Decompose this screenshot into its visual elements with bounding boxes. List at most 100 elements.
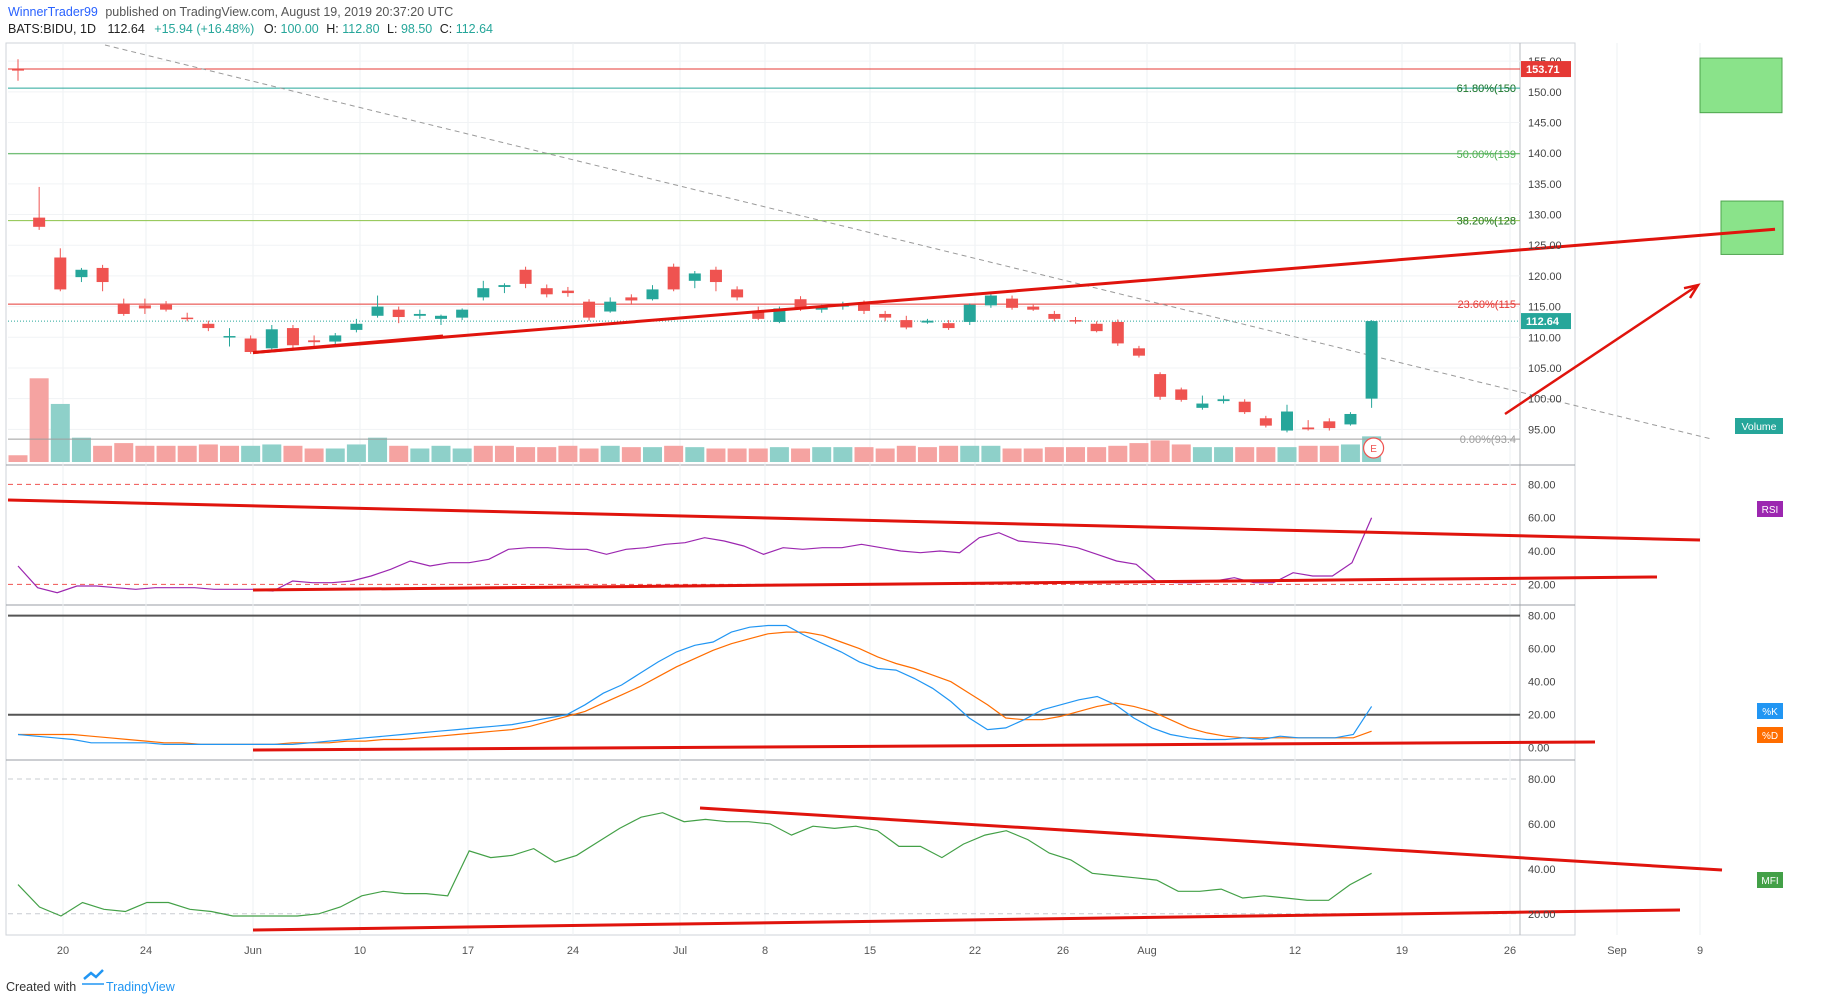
price-axis-tick: 150.00 bbox=[1528, 87, 1562, 99]
candle[interactable] bbox=[308, 335, 321, 347]
candle[interactable] bbox=[1154, 372, 1167, 400]
candle-body bbox=[181, 317, 194, 320]
candle[interactable] bbox=[54, 248, 67, 292]
candle[interactable] bbox=[1365, 320, 1378, 408]
candle-body bbox=[604, 301, 617, 312]
volume-bar bbox=[1214, 447, 1234, 462]
tradingview-brand[interactable]: TradingView bbox=[106, 980, 176, 994]
rsi-pane[interactable] bbox=[7, 483, 1701, 594]
osc-axis-tick: 60.00 bbox=[1528, 644, 1556, 656]
volume-bar bbox=[706, 448, 726, 462]
candle-body bbox=[583, 301, 596, 318]
candle[interactable] bbox=[413, 309, 426, 319]
candle[interactable] bbox=[900, 315, 913, 330]
candle[interactable] bbox=[984, 294, 997, 308]
candle[interactable] bbox=[75, 267, 88, 283]
candle[interactable] bbox=[1006, 295, 1019, 310]
close-label: C: bbox=[440, 22, 453, 36]
candle[interactable] bbox=[1323, 418, 1336, 431]
candle[interactable] bbox=[160, 301, 173, 312]
x-tick-label: 22 bbox=[969, 945, 981, 957]
candle[interactable] bbox=[202, 320, 215, 332]
candle[interactable] bbox=[1281, 404, 1293, 433]
candle[interactable] bbox=[244, 335, 257, 354]
candle[interactable] bbox=[731, 286, 744, 301]
volume-bar bbox=[473, 445, 493, 462]
stoch-k-label-tag-bg bbox=[1757, 703, 1783, 719]
osc-axis-tick: 0.00 bbox=[1528, 743, 1549, 755]
volume-bar bbox=[1129, 443, 1149, 462]
candle[interactable] bbox=[435, 314, 447, 325]
candle[interactable] bbox=[1111, 319, 1124, 346]
candle[interactable] bbox=[963, 303, 976, 325]
candle[interactable] bbox=[1027, 304, 1040, 311]
candle[interactable] bbox=[1069, 317, 1082, 324]
candle[interactable] bbox=[879, 310, 892, 322]
author-link[interactable]: WinnerTrader99 bbox=[8, 5, 98, 19]
stoch-k-label-tag: %K bbox=[1757, 703, 1783, 719]
target-box-lower[interactable] bbox=[1720, 200, 1784, 255]
candle[interactable] bbox=[117, 298, 130, 316]
mfi-pane[interactable] bbox=[8, 778, 1723, 932]
candle[interactable] bbox=[604, 297, 617, 313]
candle[interactable] bbox=[456, 308, 469, 321]
volume-bar bbox=[71, 437, 91, 462]
candle[interactable] bbox=[350, 318, 363, 333]
candle[interactable] bbox=[477, 280, 490, 301]
candle[interactable] bbox=[265, 325, 278, 350]
candle[interactable] bbox=[33, 186, 46, 230]
candle[interactable] bbox=[752, 306, 765, 321]
candle[interactable] bbox=[667, 263, 680, 292]
candle[interactable] bbox=[519, 266, 532, 289]
candle-body bbox=[202, 323, 215, 329]
x-tick-label: 15 bbox=[864, 945, 876, 957]
candle[interactable] bbox=[646, 285, 659, 301]
fib-level-label-on-box: 61.80%(150 bbox=[1457, 83, 1516, 95]
candle[interactable] bbox=[1238, 399, 1251, 414]
candle[interactable] bbox=[1175, 387, 1188, 402]
candle[interactable] bbox=[1302, 420, 1315, 431]
candle-body bbox=[794, 299, 807, 309]
candle[interactable] bbox=[561, 286, 574, 297]
candle[interactable] bbox=[1048, 310, 1061, 322]
low-value: 98.50 bbox=[401, 22, 432, 36]
candle[interactable] bbox=[1196, 395, 1209, 410]
candle[interactable] bbox=[583, 299, 596, 321]
candle[interactable] bbox=[1344, 412, 1357, 426]
candle[interactable] bbox=[181, 312, 194, 322]
candle[interactable] bbox=[12, 59, 24, 81]
volume-bar bbox=[960, 445, 980, 462]
candle[interactable] bbox=[942, 320, 955, 330]
candle[interactable] bbox=[1217, 395, 1230, 404]
candle[interactable] bbox=[286, 325, 299, 350]
candle[interactable] bbox=[540, 284, 553, 298]
candle[interactable] bbox=[688, 271, 701, 289]
candle[interactable] bbox=[223, 328, 236, 347]
candle[interactable] bbox=[921, 318, 934, 324]
candle[interactable] bbox=[709, 266, 722, 292]
x-tick-label: 26 bbox=[1057, 945, 1069, 957]
volume-bar bbox=[410, 448, 430, 462]
candle[interactable] bbox=[1132, 345, 1145, 358]
candle[interactable] bbox=[392, 306, 405, 324]
current-price-tag-text: 112.64 bbox=[1526, 316, 1560, 328]
volume-bar bbox=[368, 437, 388, 462]
stochastic-pane[interactable] bbox=[8, 614, 1596, 752]
candle[interactable] bbox=[1259, 415, 1272, 428]
earnings-marker[interactable]: E bbox=[1362, 437, 1385, 459]
stoch-support-trendline bbox=[252, 740, 1596, 752]
candle[interactable] bbox=[371, 295, 384, 318]
volume-label-tag[interactable]: Volume bbox=[1735, 418, 1783, 434]
candle[interactable] bbox=[138, 298, 151, 314]
candle[interactable] bbox=[625, 294, 638, 305]
candle[interactable] bbox=[1090, 321, 1103, 333]
candle-body bbox=[1323, 421, 1336, 429]
candle[interactable] bbox=[96, 264, 109, 292]
high-price-tag-text: 153.71 bbox=[1526, 64, 1560, 76]
candle[interactable] bbox=[329, 332, 342, 346]
candle-body bbox=[96, 267, 109, 283]
target-box-upper[interactable] bbox=[1699, 57, 1783, 114]
price-pane[interactable]: 61.80%(150 50.00%(139 38.20%(128 23.60%(115… bbox=[8, 44, 1784, 462]
candle[interactable] bbox=[498, 283, 511, 294]
